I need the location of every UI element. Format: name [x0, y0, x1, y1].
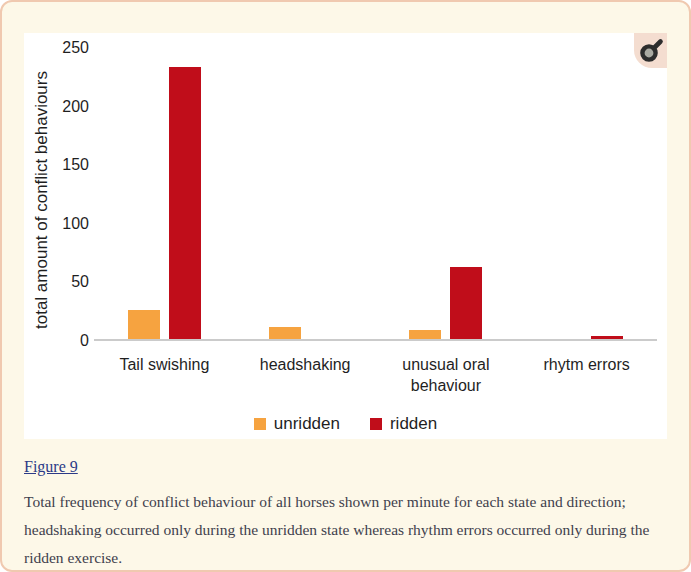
legend: unridden ridden	[24, 414, 667, 434]
legend-label-ridden: ridden	[390, 414, 437, 434]
article-figure-card: total amount of conflict behaviours 250 …	[0, 0, 691, 572]
x-axis-label: Tail swishing	[119, 354, 209, 396]
x-axis-label: headshaking	[260, 354, 351, 396]
plot-area	[94, 48, 657, 341]
bar-ridden-unusual-oral-behaviour	[450, 267, 482, 339]
y-tick: 100	[62, 214, 89, 234]
x-axis-labels: Tail swishing headshaking unusual oral b…	[94, 354, 657, 396]
legend-label-unridden: unridden	[274, 414, 340, 434]
figure-link[interactable]: Figure 9	[24, 458, 78, 476]
bar-unridden-headshaking	[269, 327, 301, 339]
figure-caption: Figure 9 Total frequency of conflict beh…	[2, 439, 689, 572]
legend-item-ridden: ridden	[370, 414, 437, 434]
bar-group-headshaking	[235, 48, 376, 339]
y-tick: 250	[62, 38, 89, 58]
caption-text: Total frequency of conflict behaviour of…	[24, 488, 667, 572]
x-axis-label: unusual oral behaviour	[393, 354, 499, 396]
figure-panel: total amount of conflict behaviours 250 …	[24, 33, 667, 439]
bar-group-tail-swishing	[94, 48, 235, 339]
y-tick: 50	[71, 272, 89, 292]
bar-unridden-tail-swishing	[128, 310, 160, 339]
bar-ridden-rhytm-errors	[591, 336, 623, 340]
y-tick: 0	[80, 331, 89, 351]
x-axis-label: rhytm errors	[544, 354, 630, 396]
bar-group-rhytm-errors	[516, 48, 657, 339]
legend-swatch-ridden	[370, 418, 382, 430]
legend-item-unridden: unridden	[254, 414, 340, 434]
y-tick: 200	[62, 97, 89, 117]
bar-ridden-tail-swishing	[169, 67, 201, 339]
bar-group-unusual-oral-behaviour	[376, 48, 517, 339]
y-tick: 150	[62, 155, 89, 175]
y-axis-ticks: 250 200 150 100 50 0	[44, 38, 89, 351]
bar-unridden-unusual-oral-behaviour	[409, 330, 441, 339]
legend-swatch-unridden	[254, 418, 266, 430]
